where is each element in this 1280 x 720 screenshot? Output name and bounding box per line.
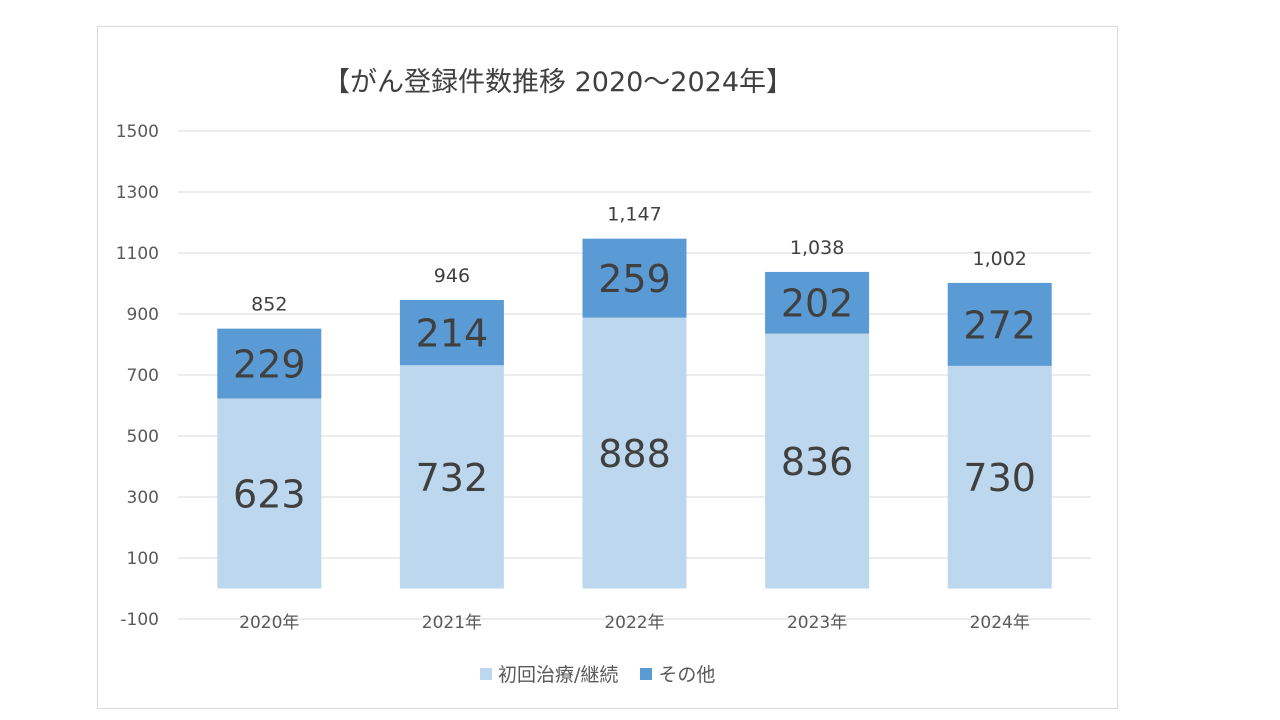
data-label: 214 [416, 312, 489, 356]
legend-swatch-series-2 [640, 667, 653, 680]
legend-label-series-1: 初回治療/継続 [498, 664, 619, 686]
x-tick-label: 2023年 [787, 613, 847, 633]
y-tick-label: 1100 [116, 244, 159, 264]
x-tick-label: 2021年 [422, 613, 482, 633]
y-tick-label: 1500 [116, 122, 159, 142]
bar-segment-1 [765, 333, 870, 589]
y-tick-label: 100 [127, 549, 159, 569]
bar-segment-1 [947, 365, 1052, 589]
x-tick-label: 2020年 [239, 613, 299, 633]
data-label: 888 [598, 432, 671, 476]
total-label: 1,147 [607, 204, 661, 226]
total-label: 1,038 [790, 237, 844, 259]
y-tick-label: 300 [127, 488, 159, 508]
x-tick-label: 2024年 [970, 613, 1030, 633]
y-tick-label: -100 [120, 610, 159, 630]
legend-item-series-1: 初回治療/継続 [480, 660, 618, 687]
chart-title: 【がん登録件数推移 2020～2024年】 [323, 67, 794, 98]
data-label: 202 [781, 282, 854, 326]
bar-segment-1 [217, 398, 322, 589]
data-label: 730 [963, 456, 1036, 500]
total-label: 852 [251, 294, 287, 316]
total-label: 946 [434, 265, 470, 287]
y-tick-label: 1300 [116, 183, 159, 203]
bar-segment-2 [765, 271, 870, 334]
bar-segment-1 [399, 365, 504, 589]
data-label: 623 [233, 472, 306, 516]
bar-segment-2 [217, 328, 322, 399]
x-tick-label: 2022年 [604, 613, 664, 633]
bar-segment-1 [582, 317, 687, 589]
bar-segment-2 [947, 282, 1052, 366]
bar-segment-2 [582, 238, 687, 318]
y-tick-label: 500 [127, 427, 159, 447]
data-label: 732 [416, 456, 489, 500]
legend-swatch-series-1 [480, 667, 492, 680]
data-label: 259 [598, 257, 671, 301]
bar-segment-2 [399, 299, 504, 366]
y-tick-label: 700 [127, 366, 159, 386]
data-label: 836 [781, 440, 854, 484]
data-label: 272 [963, 303, 1036, 347]
legend-item-series-2: その他 [640, 660, 715, 687]
legend-label-series-2: その他 [658, 664, 716, 686]
chart-legend: 初回治療/継続 その他 [480, 660, 715, 687]
total-label: 1,002 [972, 248, 1026, 270]
y-tick-label: 900 [127, 305, 159, 325]
data-label: 229 [233, 343, 306, 387]
